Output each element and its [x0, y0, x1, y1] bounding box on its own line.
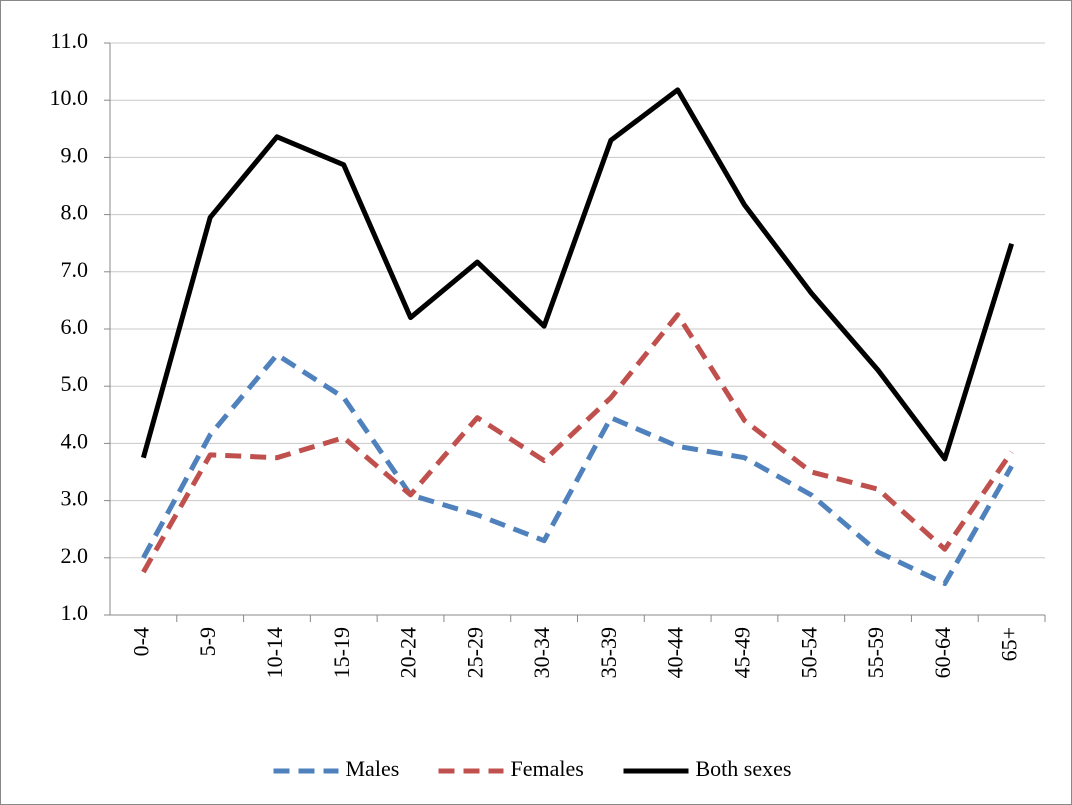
x-tick-label: 20-24: [396, 627, 421, 678]
x-tick-label: 45-49: [730, 627, 755, 678]
x-tick-label: 10-14: [262, 627, 287, 678]
x-tick-label: 15-19: [329, 627, 354, 678]
x-tick-label: 25-29: [462, 627, 487, 678]
x-tick-label: 30-34: [529, 627, 554, 678]
y-tick-label: 5.0: [61, 371, 89, 396]
series-line: [141, 352, 1014, 587]
x-tick-label: 0-4: [128, 627, 153, 656]
y-tick-label: 11.0: [50, 28, 88, 53]
legend-label: Both sexes: [696, 756, 792, 781]
x-tick-label: 50-54: [796, 627, 821, 678]
y-tick-label: 3.0: [61, 486, 89, 511]
y-tick-label: 6.0: [61, 314, 89, 339]
y-tick-label: 7.0: [61, 257, 89, 282]
x-tick-label: 5-9: [195, 627, 220, 656]
x-tick-label: 35-39: [596, 627, 621, 678]
legend-label: Males: [346, 756, 400, 781]
x-tick-label: 40-44: [663, 627, 688, 678]
x-tick-label: 65+: [997, 627, 1022, 661]
y-tick-label: 8.0: [61, 200, 89, 225]
y-tick-label: 2.0: [61, 543, 89, 568]
legend-label: Females: [511, 756, 584, 781]
series-line: [140, 87, 1014, 462]
x-tick-label: 55-59: [863, 627, 888, 678]
x-tick-label: 60-64: [930, 627, 955, 678]
y-tick-label: 4.0: [61, 428, 89, 453]
y-tick-label: 10.0: [50, 85, 89, 110]
y-tick-label: 1.0: [61, 600, 89, 625]
y-tick-label: 9.0: [61, 142, 89, 167]
series-line: [141, 312, 1014, 574]
